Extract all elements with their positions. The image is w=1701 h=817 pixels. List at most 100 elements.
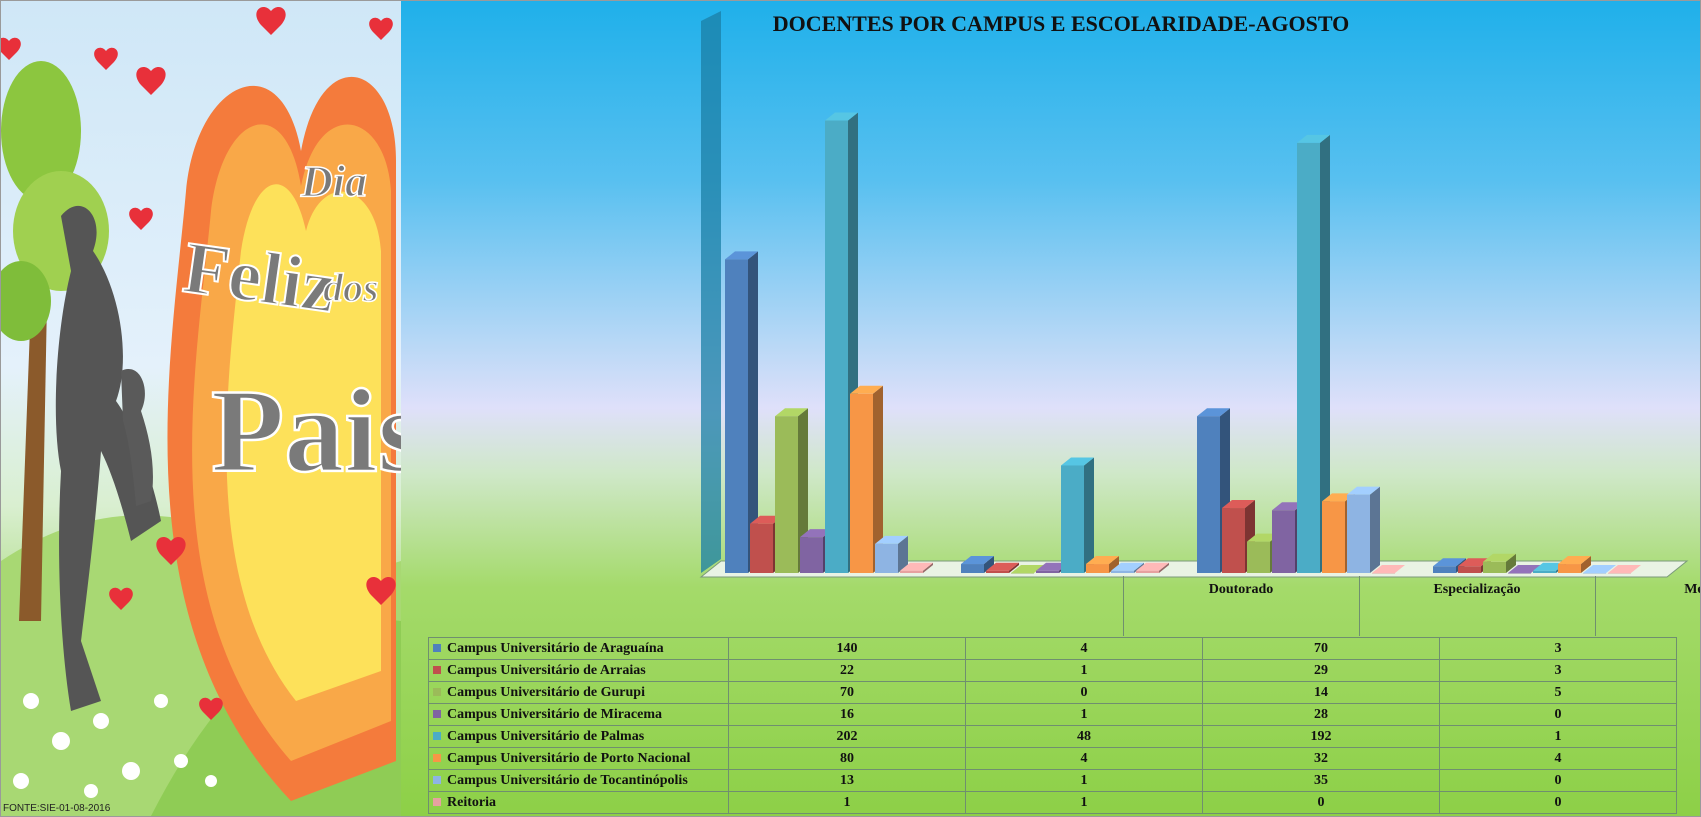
bar-front — [1297, 142, 1320, 574]
bar-front — [1433, 566, 1456, 573]
series-name: Campus Universitário de Porto Nacional — [447, 750, 691, 766]
data-table: Campus Universitário de Araguaína 140 4 70 3… — [428, 637, 1677, 814]
legend-swatch — [433, 798, 441, 807]
bar-top — [775, 408, 808, 417]
bar-front — [1272, 510, 1295, 573]
table-cell: 5 — [1439, 681, 1677, 704]
bar-top — [1086, 556, 1119, 565]
table-cell: 1 — [965, 791, 1203, 814]
table-cell: 16 — [728, 703, 966, 726]
bar-front — [1347, 494, 1370, 573]
bar — [1347, 486, 1380, 573]
series-name: Campus Universitário de Arraias — [447, 662, 646, 678]
bar — [875, 535, 908, 573]
bar-top — [1011, 565, 1044, 573]
bar-front — [1011, 573, 1034, 574]
table-cell: 0 — [1439, 791, 1677, 814]
table-row: Campus Universitário de Gurupi 70 0 14 5 — [428, 681, 1677, 704]
bar-top — [1322, 493, 1355, 502]
table-cell: 32 — [1202, 747, 1440, 770]
table-cell: 4 — [1439, 747, 1677, 770]
bar-top — [1247, 533, 1280, 542]
series-name: Campus Universitário de Palmas — [447, 728, 645, 744]
banner-word-dos: dos — [323, 265, 379, 310]
banner-illustration: Feliz Dia dos Pais — [1, 6, 401, 816]
legend-swatch — [433, 688, 441, 697]
bar-top — [825, 112, 858, 121]
bar-top — [986, 562, 1019, 571]
bar-side — [923, 562, 933, 573]
table-cell: 192 — [1202, 725, 1440, 748]
table-cell: 0 — [965, 681, 1203, 704]
bar-side — [1159, 562, 1169, 573]
banner-word-pais: Pais — [211, 364, 401, 497]
table-cell: 1 — [965, 703, 1203, 726]
table-cell: 140 — [728, 637, 966, 660]
bar — [1297, 134, 1330, 574]
table-cell: 1 — [728, 791, 966, 814]
bar-front — [1583, 573, 1606, 574]
bar-top — [1061, 457, 1094, 466]
table-row: Reitoria 1 1 0 0 — [428, 791, 1677, 814]
legend-swatch — [433, 644, 441, 653]
bar-side — [1009, 562, 1019, 573]
bar — [1136, 562, 1169, 573]
bar-front — [1533, 570, 1556, 573]
bar — [850, 385, 883, 573]
bar-front — [986, 570, 1009, 573]
chart-title: DOCENTES POR CAMPUS E ESCOLARIDADE-AGOST… — [772, 11, 1350, 36]
chart-area: DOCENTES POR CAMPUS E ESCOLARIDADE-AGOST… — [401, 1, 1700, 816]
bar-top — [725, 251, 758, 260]
bar-front — [1197, 416, 1220, 573]
table-cell: 0 — [1439, 769, 1677, 792]
table-cell: 1 — [965, 659, 1203, 682]
bar — [1061, 457, 1094, 573]
legend-swatch — [433, 754, 441, 763]
table-row: Campus Universitário de Miracema 16 1 28 0 — [428, 703, 1677, 726]
series-label: Campus Universitário de Miracema — [428, 703, 729, 726]
table-cell: 3 — [1439, 659, 1677, 682]
fathers-day-banner: Feliz Dia dos Pais — [1, 1, 401, 816]
series-label: Campus Universitário de Gurupi — [428, 681, 729, 704]
bar-side — [1084, 457, 1094, 573]
bar-front — [850, 393, 873, 573]
bar — [775, 408, 808, 573]
table-row: Campus Universitário de Porto Nacional 80… — [428, 747, 1677, 770]
table-cell: 0 — [1202, 791, 1440, 814]
bar — [1372, 565, 1405, 574]
bar-side — [748, 251, 758, 573]
table-cell: 13 — [728, 769, 966, 792]
bar-side — [898, 535, 908, 573]
bar-top — [1111, 562, 1144, 571]
legend-swatch — [433, 666, 441, 675]
bar-front — [961, 564, 984, 573]
plot-area — [699, 11, 1689, 578]
table-cell: 70 — [1202, 637, 1440, 660]
bar-side — [1370, 486, 1380, 573]
table-cell: 1 — [965, 769, 1203, 792]
bar-front — [1558, 564, 1581, 573]
bar-front — [725, 259, 748, 573]
bar-side — [873, 385, 883, 573]
bar — [1086, 556, 1119, 573]
series-label: Campus Universitário de Arraias — [428, 659, 729, 682]
legend-swatch — [433, 732, 441, 741]
bar — [1197, 408, 1230, 573]
bar-top — [800, 529, 833, 538]
bar — [1583, 565, 1616, 574]
bar-front — [1458, 566, 1481, 573]
bar-top — [1272, 502, 1305, 511]
table-cell: 70 — [728, 681, 966, 704]
bar — [1483, 553, 1516, 573]
bar-front — [1061, 465, 1084, 573]
bar-top — [1483, 553, 1516, 562]
bar-front — [1086, 564, 1109, 573]
table-row: Campus Universitário de Tocantinópolis 13… — [428, 769, 1677, 792]
series-name: Campus Universitário de Miracema — [447, 706, 663, 722]
bar-front — [750, 523, 773, 573]
bar-front — [1372, 573, 1395, 574]
table-cell: 4 — [965, 637, 1203, 660]
bar-front — [900, 570, 923, 573]
bar-side — [984, 556, 994, 573]
bar-front — [1322, 501, 1345, 573]
